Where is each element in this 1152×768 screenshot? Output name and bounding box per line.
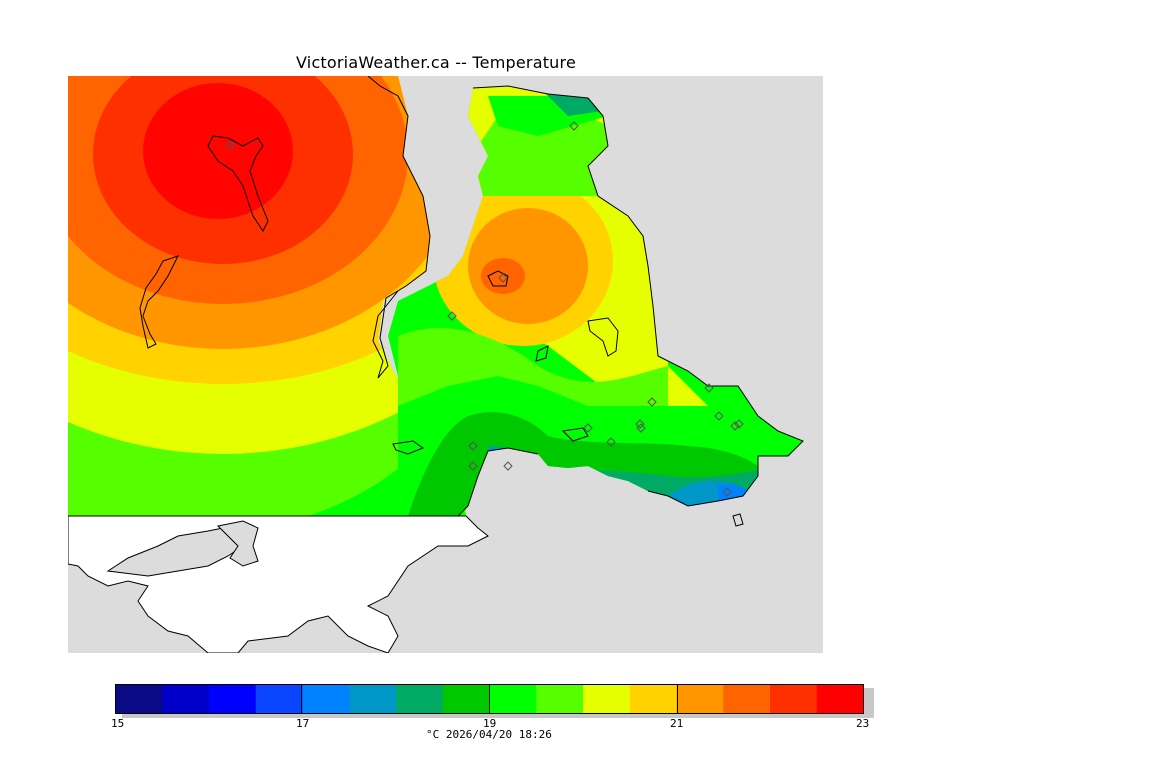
temperature-map	[68, 76, 823, 653]
coastline-outlines	[139, 76, 804, 527]
southern-landmass	[68, 515, 489, 653]
station-marker	[704, 383, 714, 393]
colorbar-caption: °C 2026/04/20 18:26	[426, 728, 552, 741]
station-marker	[730, 421, 740, 431]
station-marker	[225, 140, 235, 150]
station-markers	[225, 121, 744, 497]
station-marker	[636, 423, 646, 433]
station-marker	[722, 487, 732, 497]
colorbar-cell	[723, 684, 771, 714]
map-title: VictoriaWeather.ca -- Temperature	[296, 53, 576, 72]
colorbar-cell	[349, 684, 397, 714]
station-marker	[498, 273, 508, 283]
station-marker	[635, 419, 645, 429]
station-marker	[468, 461, 478, 471]
station-marker	[647, 397, 657, 407]
colorbar-cell	[489, 684, 537, 714]
station-marker	[503, 461, 513, 471]
colorbar-tick-label: 19	[483, 717, 497, 730]
station-marker	[734, 419, 744, 429]
colorbar-cell	[255, 684, 303, 714]
colorbar-cell	[162, 684, 210, 714]
colorbar-cell	[676, 684, 724, 714]
colorbar-tick-label: 15	[111, 717, 125, 730]
colorbar-cell	[209, 684, 257, 714]
colorbar-cell	[629, 684, 677, 714]
station-marker	[569, 121, 579, 131]
colorbar-cell	[536, 684, 584, 714]
temperature-colorbar	[115, 684, 874, 718]
colorbar-cell	[115, 684, 163, 714]
colorbar-cell	[302, 684, 350, 714]
station-marker	[714, 411, 724, 421]
colorbar-tick-label: 17	[296, 717, 310, 730]
colorbar-cell	[396, 684, 444, 714]
station-marker	[468, 441, 478, 451]
station-marker	[606, 437, 616, 447]
station-marker	[447, 311, 457, 321]
colorbar-cell	[770, 684, 818, 714]
station-marker	[583, 423, 593, 433]
colorbar-cell	[583, 684, 631, 714]
colorbar-tick-label: 23	[856, 717, 870, 730]
colorbar-cell	[816, 684, 864, 714]
colorbar-cell	[442, 684, 490, 714]
colorbar-tick-label: 21	[670, 717, 684, 730]
